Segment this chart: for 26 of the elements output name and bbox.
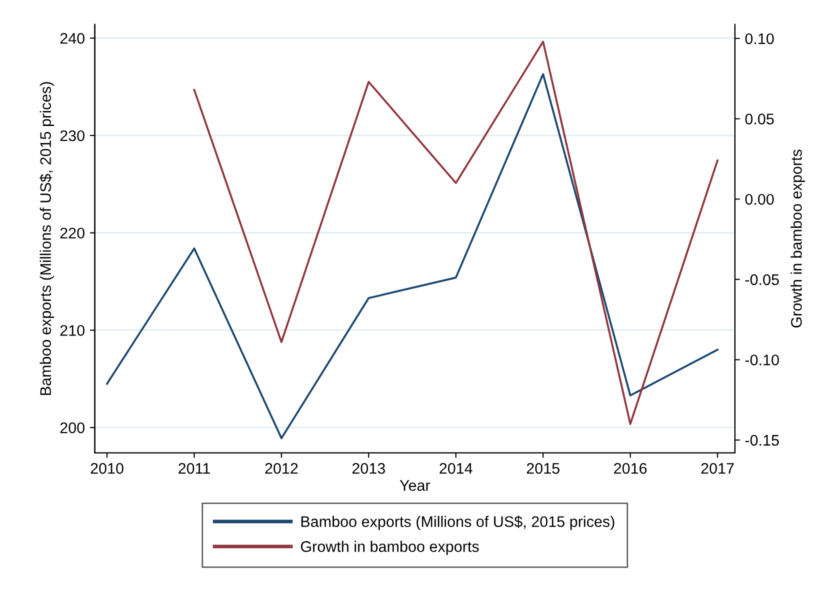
y2-tick-label: -0.15 <box>745 434 779 446</box>
x-tick-label: 2012 <box>265 463 298 474</box>
x-axis-title: Year <box>400 480 430 491</box>
y2-tick-label: -0.05 <box>745 274 779 286</box>
y-tick-label: 230 <box>60 130 84 142</box>
y-tick-label: 220 <box>60 228 84 239</box>
legend-label: Bamboo exports (Millions of US$, 2015 prices) <box>301 516 614 530</box>
y2-tick-label: 0.00 <box>745 194 774 205</box>
y-tick-label: 240 <box>60 32 84 44</box>
y-tick-label: 200 <box>60 422 84 434</box>
x-tick-label: 2013 <box>352 463 385 474</box>
y2-tick-label: 0.10 <box>745 33 774 44</box>
x-tick-label: 2011 <box>178 463 210 474</box>
x-tick-label: 2015 <box>526 463 560 474</box>
y2-axis-title: Growth in bamboo exports <box>790 150 805 328</box>
y2-tick-label: 0.05 <box>745 114 774 124</box>
line-series <box>193 40 718 425</box>
line-series <box>106 73 718 440</box>
y-tick-label: 210 <box>60 325 84 336</box>
x-tick-label: 2016 <box>614 463 647 474</box>
x-tick-label: 2017 <box>701 463 734 474</box>
legend-label: Growth in bamboo exports <box>300 540 479 555</box>
x-tick-label: 2014 <box>440 463 472 474</box>
y-axis-title: Bamboo exports (Millions of US$, 2015 prices) <box>40 82 54 395</box>
x-tick-label: 2010 <box>90 463 124 474</box>
y2-tick-label: -0.10 <box>745 354 779 366</box>
